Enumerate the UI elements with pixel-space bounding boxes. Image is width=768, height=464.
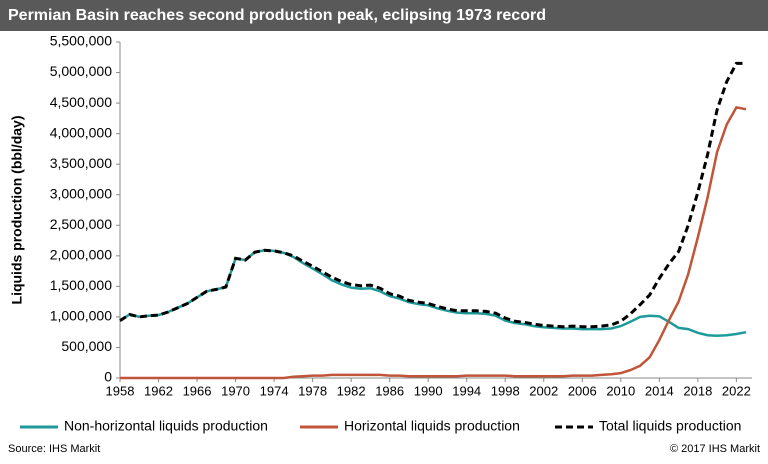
x-tick-label: 1978 xyxy=(298,383,327,398)
y-tick-label: 2,500,000 xyxy=(50,216,112,232)
y-tick-label: 1,000,000 xyxy=(50,308,112,324)
x-tick-label: 1966 xyxy=(183,383,212,398)
x-tick-label: 2010 xyxy=(606,383,635,398)
series-line xyxy=(119,249,747,338)
x-tick-label: 1986 xyxy=(375,383,404,398)
y-tick-label: 3,000,000 xyxy=(50,185,112,201)
y-tick-label: 5,500,000 xyxy=(50,33,112,49)
y-tick-label: 1,500,000 xyxy=(50,277,112,293)
y-tick-label: 0 xyxy=(104,369,112,385)
y-tick-label: 4,500,000 xyxy=(50,94,112,110)
x-tick-label: 1962 xyxy=(144,383,173,398)
legend-label: Horizontal liquids production xyxy=(344,418,520,434)
x-tick-label: 2002 xyxy=(529,383,558,398)
chart-title: Permian Basin reaches second production … xyxy=(8,7,546,24)
series-line xyxy=(120,106,747,380)
x-tick-label: 1958 xyxy=(106,383,135,398)
y-tick-label: 500,000 xyxy=(61,338,112,354)
y-tick-label: 2,000,000 xyxy=(50,247,112,263)
legend-label: Non-horizontal liquids production xyxy=(64,418,268,434)
x-tick-label: 1970 xyxy=(221,383,250,398)
x-tick-label: 1994 xyxy=(452,383,481,398)
series-line xyxy=(119,61,746,329)
y-tick-label: 4,000,000 xyxy=(50,124,112,140)
legend-label: Total liquids production xyxy=(599,418,741,434)
x-tick-label: 2018 xyxy=(683,383,712,398)
x-tick-label: 1990 xyxy=(414,383,443,398)
copyright: © 2017 IHS Markit xyxy=(670,443,760,455)
x-tick-label: 1974 xyxy=(260,383,289,398)
x-tick-label: 1982 xyxy=(337,383,366,398)
x-tick-label: 2022 xyxy=(722,383,751,398)
source: Source: IHS Markit xyxy=(8,443,100,455)
x-tick-label: 2014 xyxy=(645,383,674,398)
y-axis-label: Liquids production (bbl/day) xyxy=(9,116,25,305)
x-tick-label: 2006 xyxy=(568,383,597,398)
title-bar xyxy=(0,0,768,31)
x-tick-label: 1998 xyxy=(491,383,520,398)
y-tick-label: 5,000,000 xyxy=(50,63,112,79)
y-tick-label: 3,500,000 xyxy=(50,155,112,171)
